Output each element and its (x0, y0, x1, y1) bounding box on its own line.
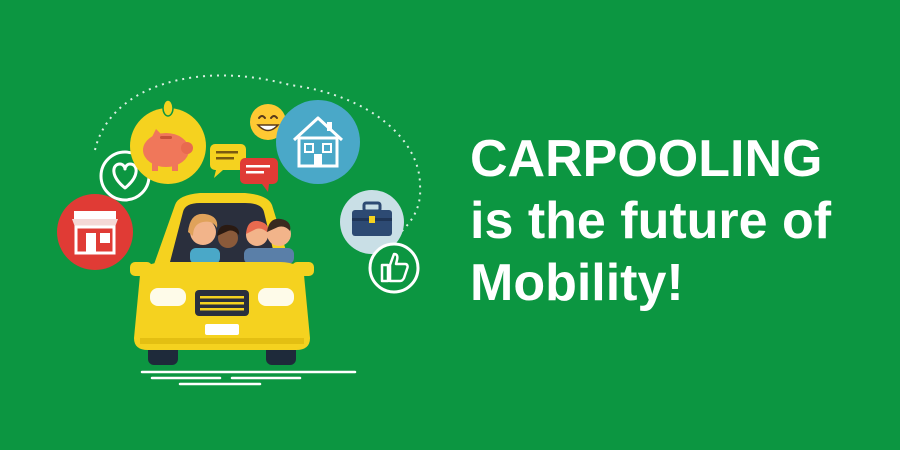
carpool-illustration (57, 74, 422, 386)
thumbs-up-icon (368, 242, 420, 294)
piggy-bank-icon (130, 99, 206, 184)
road-lines (140, 370, 357, 386)
briefcase-icon (340, 190, 404, 254)
smiley-icon (250, 104, 286, 140)
passengers (188, 213, 294, 264)
headline: CARPOOLING is the future of Mobility! (470, 128, 890, 314)
chat-bubble-icon (210, 144, 278, 192)
headline-line-2: is the future of (470, 192, 832, 250)
headline-line-3: Mobility! (470, 254, 684, 312)
headline-line-1: CARPOOLING (470, 130, 823, 188)
house-icon (276, 100, 360, 184)
shop-icon (57, 194, 133, 270)
car-illustration (130, 193, 314, 365)
